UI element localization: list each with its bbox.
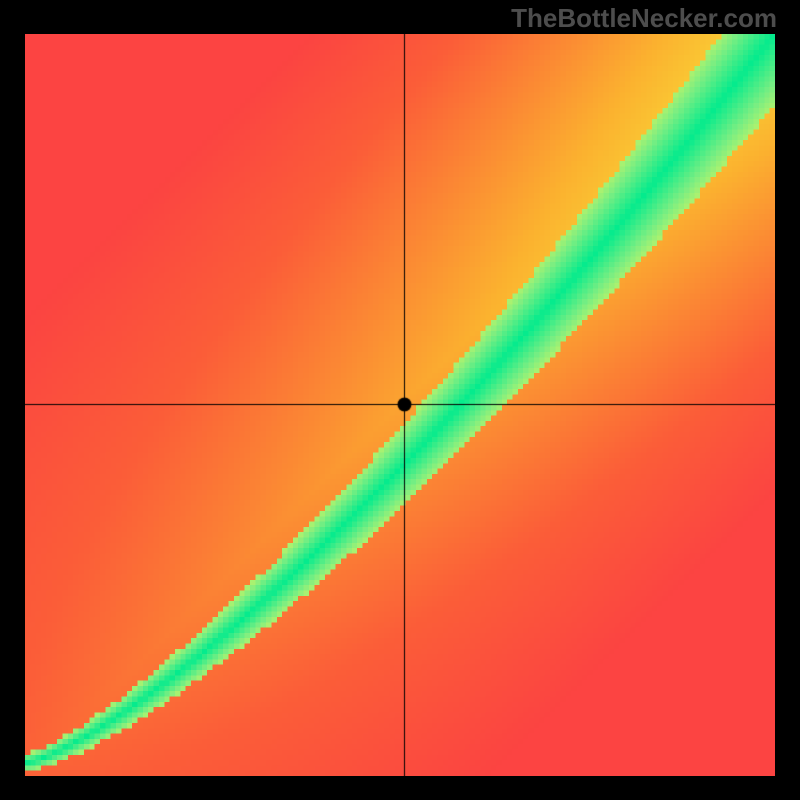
- crosshair-overlay: [25, 34, 775, 776]
- watermark-text: TheBottleNecker.com: [511, 3, 777, 34]
- chart-container: TheBottleNecker.com: [0, 0, 800, 800]
